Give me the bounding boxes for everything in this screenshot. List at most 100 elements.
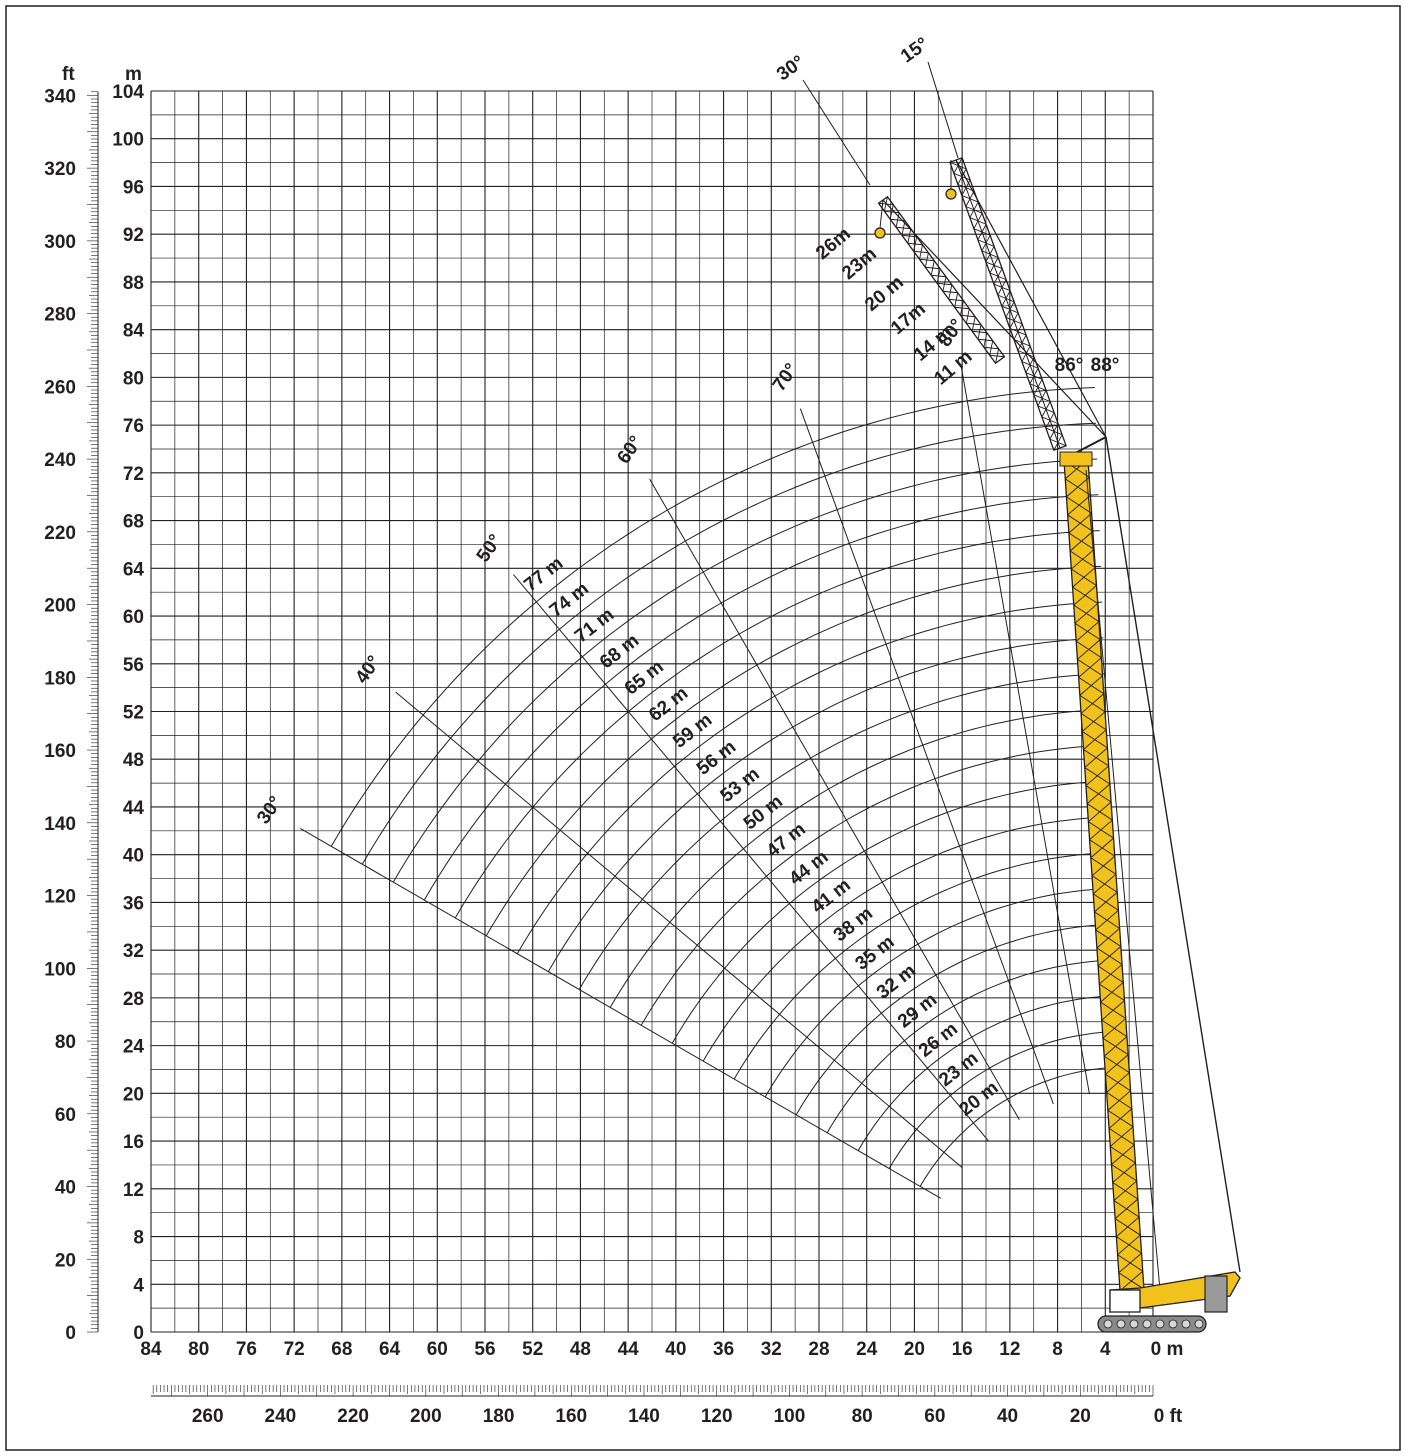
boom-length-arc	[764, 887, 1113, 1098]
x-tick-m: 44	[618, 1339, 640, 1360]
x-tick-ft: 220	[337, 1406, 369, 1427]
boom-angle-label: 60°	[613, 432, 647, 468]
x-tick-m: 56	[474, 1339, 495, 1360]
boom-length-arc	[330, 387, 1095, 847]
counterweight	[1204, 1275, 1228, 1313]
track-roller	[1116, 1319, 1126, 1329]
track-roller	[1194, 1319, 1204, 1329]
boom-length-arc	[888, 1031, 1118, 1169]
boom-length-label: 44 m	[785, 847, 832, 890]
boom-angle-line	[395, 691, 963, 1169]
boom-angle-label: 50°	[473, 531, 507, 567]
x-tick-m: 80	[188, 1339, 209, 1360]
x-tick-m: 4	[1100, 1339, 1111, 1360]
track-roller	[1181, 1319, 1191, 1329]
x-tick-m: 84	[140, 1339, 162, 1360]
y-tick-ft: 200	[44, 596, 76, 617]
boom-length-arc	[826, 959, 1115, 1133]
x-tick-ft: 60	[924, 1406, 945, 1427]
x-tick-m: 20	[904, 1339, 925, 1360]
y-tick-m: 4	[133, 1275, 144, 1296]
x-tick-m: 40	[665, 1339, 686, 1360]
boom-length-label: 68 m	[596, 630, 643, 673]
hook-block	[945, 188, 957, 200]
x-tick-m: 64	[379, 1339, 401, 1360]
y-tick-m: 28	[123, 989, 144, 1010]
boom-length-label: 50 m	[740, 791, 787, 834]
main-pendant	[1105, 436, 1241, 1273]
y-tick-ft: 120	[44, 887, 76, 908]
bottom-ft-scale	[151, 1385, 1154, 1397]
boom-angle-label: 40°	[352, 652, 386, 688]
y-tick-ft: 340	[44, 86, 76, 107]
x-tick-m: 16	[952, 1339, 973, 1360]
operator-cab	[1109, 1289, 1141, 1313]
boom-angle-line	[512, 574, 990, 1142]
y-tick-m: 96	[123, 177, 144, 198]
jib-pendant	[955, 159, 1107, 438]
boom-head	[1059, 451, 1093, 467]
boom-lacing	[1063, 458, 1145, 1292]
x-tick-ft: 200	[410, 1406, 442, 1427]
y-tick-m: 8	[133, 1228, 144, 1249]
boom-length-arc	[640, 744, 1108, 1026]
boom-angle-line	[300, 828, 942, 1199]
boom-length-arc	[671, 780, 1109, 1044]
y-tick-m: 44	[123, 798, 145, 819]
y-tick-m: 88	[123, 273, 144, 294]
boom-length-label: 71 m	[571, 604, 618, 647]
track-roller	[1129, 1319, 1139, 1329]
y-tick-m: 48	[123, 750, 144, 771]
x-tick-m: 76	[236, 1339, 257, 1360]
boom-angle-label: 70°	[769, 360, 803, 396]
jib-angle-line	[802, 79, 871, 186]
y-tick-m: 64	[123, 559, 145, 580]
y-tick-ft: 180	[44, 668, 76, 689]
tip-angle-label: 88°	[1091, 355, 1120, 376]
y-tick-m: 40	[123, 846, 144, 867]
y-tick-ft: 80	[55, 1032, 76, 1053]
x-tick-ft: 20	[1070, 1406, 1091, 1427]
x-tick-m: 24	[856, 1339, 878, 1360]
y-tick-ft: 140	[44, 814, 76, 835]
chart-labels: 0481216202428323640444852566064687276808…	[44, 34, 1183, 1427]
boom-length-label: 47 m	[763, 819, 810, 862]
y-tick-ft: 240	[44, 450, 76, 471]
hoist-line	[879, 199, 884, 229]
y-tick-m: 60	[123, 607, 144, 628]
jib-angle-label: 15°	[897, 34, 933, 68]
jib-length-label: 23m	[838, 244, 881, 285]
jib-length-label: 20 m	[861, 272, 908, 316]
y-tick-m: 16	[123, 1132, 144, 1153]
y-tick-ft: 220	[44, 523, 76, 544]
boom-length-arc	[454, 530, 1100, 919]
x-tick-ft: 160	[555, 1406, 587, 1427]
tip-angle-label: 86°	[1055, 355, 1084, 376]
track-roller	[1168, 1319, 1178, 1329]
boom-length-arc	[919, 1066, 1119, 1187]
boom-lacing	[878, 196, 1005, 364]
x-tick-m: 68	[331, 1339, 352, 1360]
x-tick-m: 8	[1052, 1339, 1063, 1360]
jib-length-label: 17m	[887, 299, 930, 340]
y-tick-ft: 20	[55, 1250, 76, 1271]
grid	[150, 90, 1154, 1333]
m-unit-label: m	[125, 64, 142, 85]
y-tick-ft: 100	[44, 959, 76, 980]
x-tick-m: 28	[808, 1339, 829, 1360]
track-roller	[1142, 1319, 1152, 1329]
track-roller	[1155, 1319, 1165, 1329]
x-tick-m: 36	[713, 1339, 734, 1360]
boom-length-label: 23 m	[935, 1048, 982, 1091]
boom-length-label: 77 m	[520, 553, 567, 596]
y-tick-m: 68	[123, 512, 144, 533]
boom-length-label: 32 m	[873, 960, 920, 1003]
x-tick-m: 52	[522, 1339, 543, 1360]
boom-length-label: 41 m	[808, 875, 855, 918]
x-tick-ft: 80	[852, 1406, 873, 1427]
y-tick-m: 24	[123, 1037, 145, 1058]
x-tick-m: 32	[761, 1339, 782, 1360]
boom-length-arc	[392, 458, 1098, 883]
y-tick-m: 52	[123, 703, 144, 724]
crawler-crane	[802, 61, 1241, 1333]
